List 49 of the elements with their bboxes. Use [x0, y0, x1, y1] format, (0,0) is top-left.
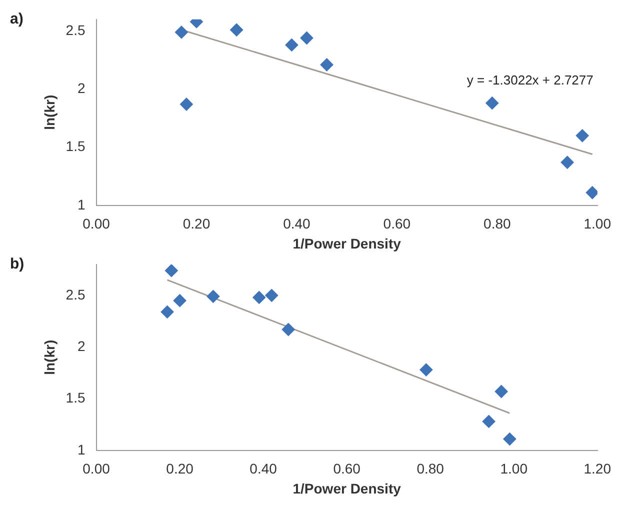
point [282, 323, 295, 336]
x-tick-label: 1.00 [584, 216, 612, 232]
y-tick-label: 1 [77, 441, 86, 458]
point [482, 414, 496, 428]
y-axis-title: ln(kr) [41, 94, 58, 130]
y-tick-label: 1 [77, 196, 86, 212]
point [576, 129, 589, 142]
point [252, 290, 266, 304]
point [206, 290, 220, 303]
point [173, 294, 186, 308]
x-axis-title: 1/Power Density [292, 480, 402, 496]
y-tick-label: 1.5 [66, 138, 86, 154]
text: a) [10, 10, 24, 28]
point [586, 186, 598, 200]
point [300, 32, 314, 44]
y-tick-label: 2.5 [66, 22, 86, 38]
point [285, 38, 298, 52]
point [180, 98, 193, 111]
point [265, 288, 278, 302]
point [420, 363, 433, 376]
point [320, 58, 334, 72]
point [164, 264, 178, 278]
y-tick-label: 2 [77, 338, 86, 354]
x-tick-label: 0.00 [82, 460, 110, 477]
point [560, 156, 574, 169]
point [486, 96, 499, 110]
point [160, 305, 174, 318]
point [174, 26, 188, 39]
x-tick-label: 0.80 [484, 216, 511, 232]
text: b) [10, 256, 24, 273]
y-axis-title: ln(kr) [41, 340, 58, 375]
x-tick-label: 0.60 [383, 216, 411, 232]
y-tick-label: 2 [77, 80, 86, 96]
x-tick-label: 0.20 [182, 216, 210, 232]
point [230, 23, 244, 36]
annotation: y = -1.3022x + 2.7277 [466, 72, 594, 88]
x-tick-label: 0.20 [166, 460, 194, 477]
y-tick-label: 1.5 [66, 390, 86, 406]
x-axis-title: 1/Power Density [292, 235, 402, 252]
x-tick-label: 1.00 [500, 460, 528, 477]
y-tick-label: 2.5 [66, 286, 86, 302]
x-tick-label: 1.20 [584, 460, 612, 477]
point [503, 432, 516, 446]
x-tick-label: 0.60 [333, 460, 361, 477]
x-tick-label: 0.40 [283, 216, 311, 232]
point [494, 385, 508, 398]
x-tick-label: 0.00 [82, 216, 110, 232]
x-tick-label: 0.40 [250, 460, 278, 477]
x-tick-label: 0.80 [416, 460, 444, 477]
